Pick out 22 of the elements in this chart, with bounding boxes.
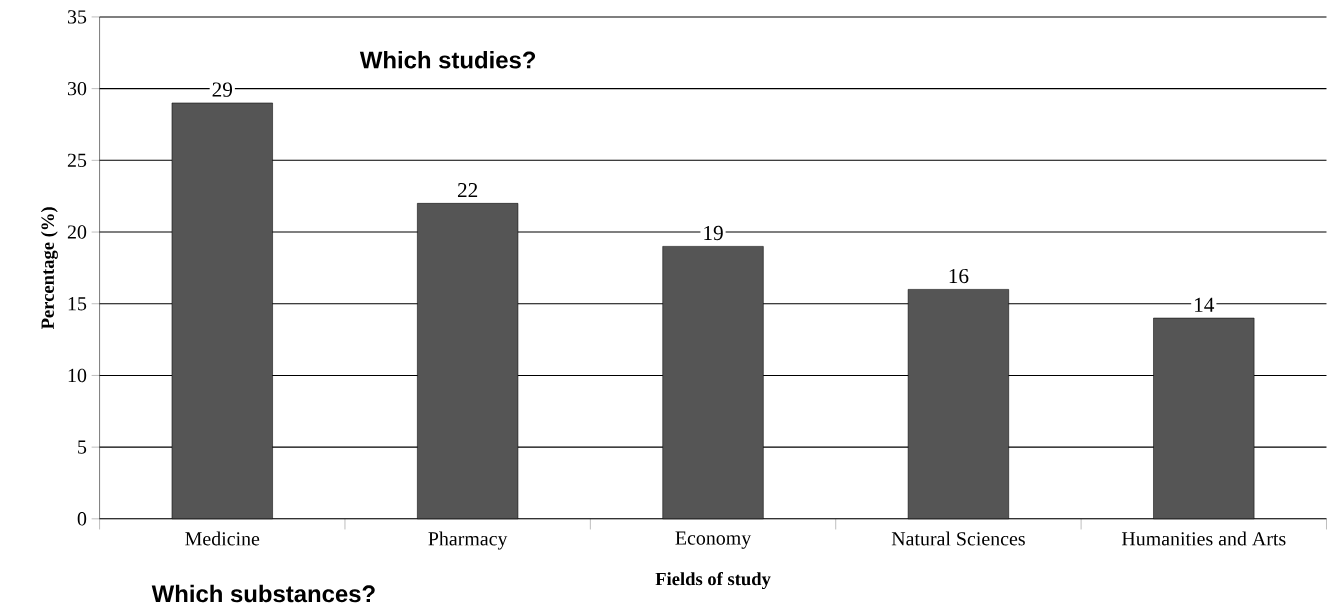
x-tick-label: Pharmacy	[428, 531, 508, 550]
y-tick-label: 15	[68, 296, 87, 311]
y-tick-label: 35	[67, 10, 87, 24]
data-label: 22	[457, 182, 478, 197]
y-tick-label: 20	[67, 225, 87, 239]
x-tick-label: Humanities and Arts	[1121, 531, 1286, 546]
data-label: 16	[949, 268, 969, 283]
y-tick-label: 0	[77, 511, 87, 526]
y-tick-label: 5	[78, 440, 87, 454]
data-label: 14	[1195, 297, 1215, 312]
y-tick-label: 10	[68, 368, 87, 382]
x-axis-title: Fields of study	[655, 571, 771, 589]
text: Which substances?	[151, 584, 375, 603]
x-tick-label: Natural Sciences	[891, 531, 1025, 546]
data-label: 19	[704, 225, 723, 240]
y-axis-title: Percentage (%)	[40, 206, 58, 329]
data-label: 29	[212, 82, 233, 97]
y-tick-label: 25	[67, 153, 87, 167]
x-tick-label: Economy	[675, 531, 752, 549]
annotation: Which studies?	[359, 50, 536, 69]
x-tick-label: Medicine	[185, 531, 260, 546]
y-tick-label: 30	[67, 81, 87, 96]
